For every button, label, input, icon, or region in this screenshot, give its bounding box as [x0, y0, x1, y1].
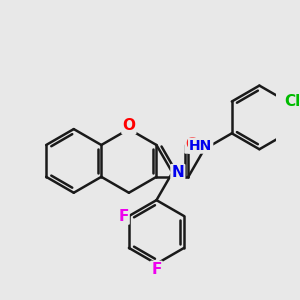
Text: O: O — [185, 137, 198, 152]
Text: N: N — [172, 165, 184, 180]
Text: Cl: Cl — [284, 94, 300, 109]
Text: O: O — [122, 118, 135, 133]
Text: F: F — [118, 208, 129, 224]
Text: HN: HN — [189, 139, 212, 153]
Text: F: F — [151, 262, 162, 277]
